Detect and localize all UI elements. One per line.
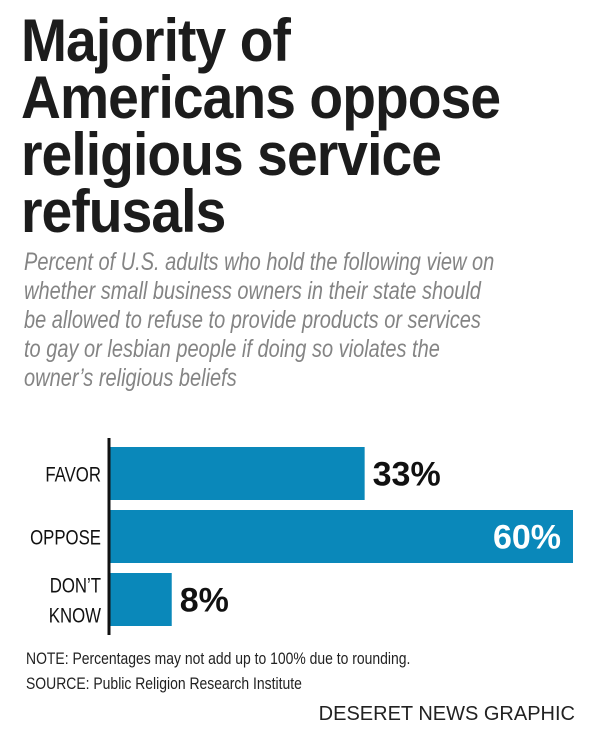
source-text: SOURCE: Public Religion Research Institu… — [26, 674, 302, 693]
value-label: 33% — [373, 456, 441, 494]
subtitle-line: owner’s religious beliefs — [24, 364, 237, 392]
bar-chart: 33% FAVOR 60% OPPOSE 8% DON’T KNOW — [30, 438, 573, 635]
note-text: NOTE: Percentages may not add up to 100%… — [26, 649, 411, 668]
bar — [110, 573, 172, 626]
category-label: FAVOR — [45, 464, 101, 487]
value-label: 8% — [180, 582, 229, 620]
bar — [110, 447, 365, 500]
chart-subtitle: Percent of U.S. adults who hold the foll… — [24, 248, 600, 393]
subtitle-line: be allowed to refuse to provide products… — [24, 306, 481, 334]
category-label: OPPOSE — [30, 527, 101, 550]
title-line: Majority of — [21, 7, 291, 74]
subtitle-line: to gay or lesbian people if doing so vio… — [24, 335, 440, 363]
title-line: religious service — [21, 121, 442, 188]
value-label: 60% — [493, 519, 561, 557]
subtitle-line: whether small business owners in their s… — [24, 277, 481, 305]
credit-text: DESERET NEWS GRAPHIC — [318, 703, 575, 725]
subtitle-line: Percent of U.S. adults who hold the foll… — [24, 248, 495, 276]
category-label: KNOW — [49, 605, 101, 628]
title-line: Americans oppose — [21, 64, 501, 131]
title-line: refusals — [21, 178, 226, 245]
bar — [110, 510, 573, 563]
chart-title: Majority of Americans oppose religious s… — [21, 7, 542, 245]
category-label: DON’T — [50, 575, 102, 598]
